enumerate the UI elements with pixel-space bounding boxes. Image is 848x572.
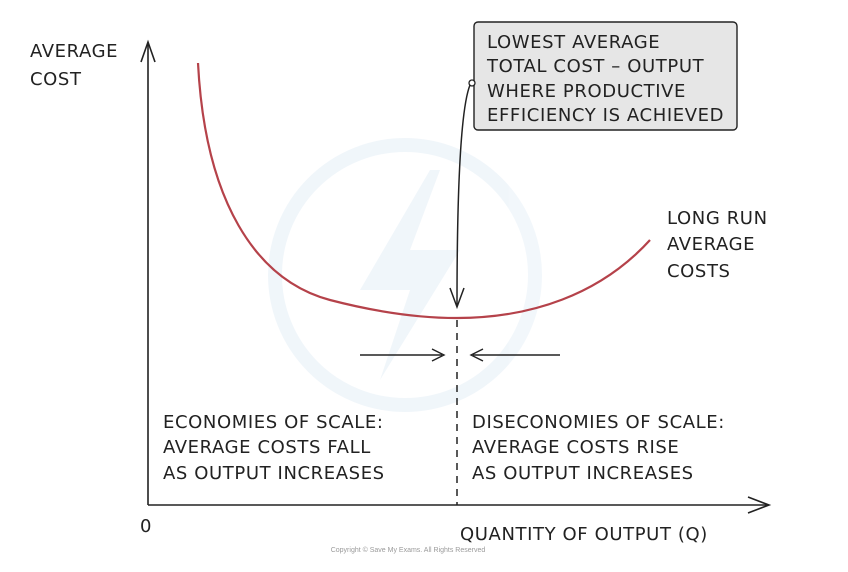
x-axis-label: QUANTITY OF OUTPUT (Q) [460, 524, 708, 545]
callout-pointer-dot [468, 79, 476, 87]
y-axis-arrowhead [140, 39, 156, 63]
economies-line1: ECONOMIES OF SCALE: [163, 412, 384, 433]
watermark-logo [268, 138, 542, 412]
right-arrowhead [469, 348, 484, 362]
callout-line1: LOWEST AVERAGE [487, 32, 660, 53]
economies-line2: AVERAGE COSTS FALL [163, 437, 371, 458]
curve-label-line3: COSTS [667, 261, 731, 282]
callout-line3: WHERE PRODUCTIVE [487, 81, 686, 102]
x-axis-arrowhead [747, 496, 772, 514]
diseconomies-line2: AVERAGE COSTS RISE [472, 437, 679, 458]
copyright-notice: Copyright © Save My Exams. All Rights Re… [331, 546, 486, 554]
diseconomies-line3: AS OUTPUT INCREASES [472, 463, 694, 484]
y-axis-label-line2: COST [30, 69, 82, 90]
curve-label-line2: AVERAGE [667, 234, 755, 255]
diseconomies-line1: DISECONOMIES OF SCALE: [472, 412, 725, 433]
callout-arrowhead [449, 287, 465, 310]
callout-pointer-arrow [456, 84, 471, 306]
callout-box [473, 21, 738, 131]
economies-line3: AS OUTPUT INCREASES [163, 463, 385, 484]
callout-line4: EFFICIENCY IS ACHIEVED [487, 105, 724, 126]
left-arrowhead [431, 348, 446, 362]
callout-line2: TOTAL COST – OUTPUT [486, 56, 705, 77]
lrac-curve [196, 62, 651, 320]
curve-label-line1: LONG RUN [667, 208, 768, 229]
origin-label: 0 [140, 516, 152, 537]
y-axis-label-line1: AVERAGE [30, 41, 118, 62]
